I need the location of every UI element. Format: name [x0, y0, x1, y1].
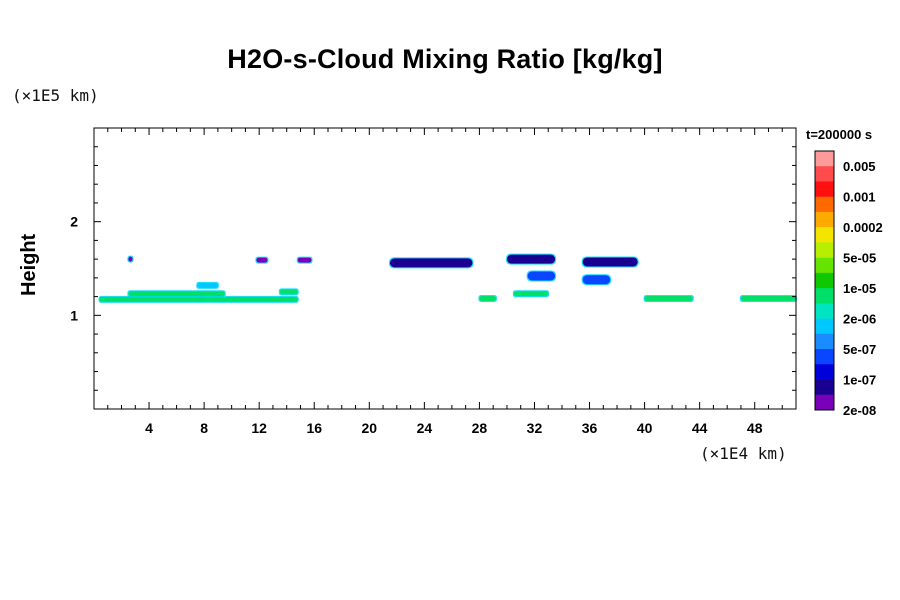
- cloud-region-core: [197, 282, 218, 288]
- cloud-region-core: [582, 275, 611, 285]
- cloud-region-core: [128, 291, 225, 297]
- y-tick-label: 2: [70, 214, 78, 230]
- cloud-region: [581, 274, 612, 286]
- colorbar-swatch: [815, 227, 834, 243]
- colorbar-label: 2e-06: [843, 312, 876, 327]
- cloud-region: [643, 294, 694, 302]
- colorbar-swatch: [815, 394, 834, 411]
- x-tick-label: 44: [692, 420, 708, 436]
- colorbar-swatch: [815, 379, 834, 396]
- colorbar-swatch: [815, 166, 834, 182]
- cloud-region: [98, 295, 299, 303]
- chart-title: H2O-s-Cloud Mixing Ratio [kg/kg]: [227, 44, 663, 74]
- cloud-region-core: [297, 257, 312, 263]
- cloud-region-core: [644, 295, 693, 301]
- colorbar-frame: [814, 150, 835, 411]
- cloud-region: [388, 257, 474, 269]
- colorbar-label: 5e-07: [843, 342, 876, 357]
- cloud-region: [526, 270, 557, 282]
- time-label: t=200000 s: [806, 127, 872, 142]
- colorbar: t=200000 s 0.005 0.001 0.0002 5e-05 1e-05 2e-0…: [806, 127, 883, 418]
- colorbar-swatch: [815, 272, 834, 289]
- cloud-region: [512, 290, 550, 298]
- plot-frame: [93, 127, 797, 410]
- cloud-region: [255, 256, 269, 264]
- colorbar-swatch: [815, 257, 834, 274]
- x-unit-label: (×1E4 km): [700, 444, 787, 463]
- x-tick-label: 48: [747, 420, 763, 436]
- cloud-region: [127, 255, 134, 263]
- cloud-region-core: [128, 256, 133, 262]
- cloud-region-core: [513, 291, 549, 297]
- colorbar-label: 2e-08: [843, 403, 876, 418]
- colorbar-swatch: [815, 196, 834, 213]
- cloud-region-core: [389, 258, 473, 268]
- cloud-region-core: [506, 254, 556, 264]
- cloud-region: [505, 253, 557, 265]
- cloud-region-core: [256, 257, 268, 263]
- x-tick-label: 20: [362, 420, 378, 436]
- cloud-region-core: [582, 257, 638, 267]
- colorbar-label: 1e-07: [843, 373, 876, 388]
- cloud-region-core: [99, 296, 298, 302]
- colorbar-swatch: [815, 151, 834, 167]
- cloud-region-core: [740, 295, 796, 301]
- cloud-region: [296, 256, 313, 264]
- x-tick-label: 12: [251, 420, 267, 436]
- cloud-region: [127, 290, 226, 298]
- x-tick-label: 32: [527, 420, 543, 436]
- colorbar-swatch: [815, 364, 834, 381]
- cloud-region: [478, 294, 497, 302]
- cloud-region-core: [479, 295, 496, 301]
- colorbar-swatch: [815, 303, 834, 320]
- cloud-region: [739, 294, 797, 302]
- y-tick-label: 1: [70, 307, 78, 323]
- colorbar-swatch: [815, 288, 834, 304]
- x-tick-label: 4: [145, 420, 153, 436]
- colorbar-swatch: [815, 349, 834, 365]
- cloud-region: [196, 281, 219, 289]
- x-tick-label: 40: [637, 420, 653, 436]
- cloud-region-core: [279, 289, 298, 295]
- colorbar-label: 0.001: [843, 190, 876, 205]
- colorbar-label: 0.0002: [843, 220, 883, 235]
- x-tick-label: 16: [306, 420, 322, 436]
- colorbar-swatch: [815, 211, 834, 228]
- colorbar-swatch: [815, 318, 834, 335]
- colorbar-label: 1e-05: [843, 281, 876, 296]
- colorbar-label: 0.005: [843, 159, 876, 174]
- cloud-region: [581, 256, 639, 268]
- colorbar-swatch: [815, 181, 834, 198]
- y-unit-label: (×1E5 km): [12, 86, 99, 105]
- x-tick-label: 28: [472, 420, 488, 436]
- colorbar-swatch: [815, 242, 834, 259]
- cloud-region: [278, 288, 299, 296]
- x-tick-label: 36: [582, 420, 598, 436]
- cloud-region-core: [527, 271, 556, 281]
- plot-area: [98, 253, 797, 303]
- colorbar-swatch: [815, 333, 834, 350]
- colorbar-label: 5e-05: [843, 251, 876, 266]
- x-tick-label: 8: [200, 420, 208, 436]
- x-tick-label: 24: [417, 420, 433, 436]
